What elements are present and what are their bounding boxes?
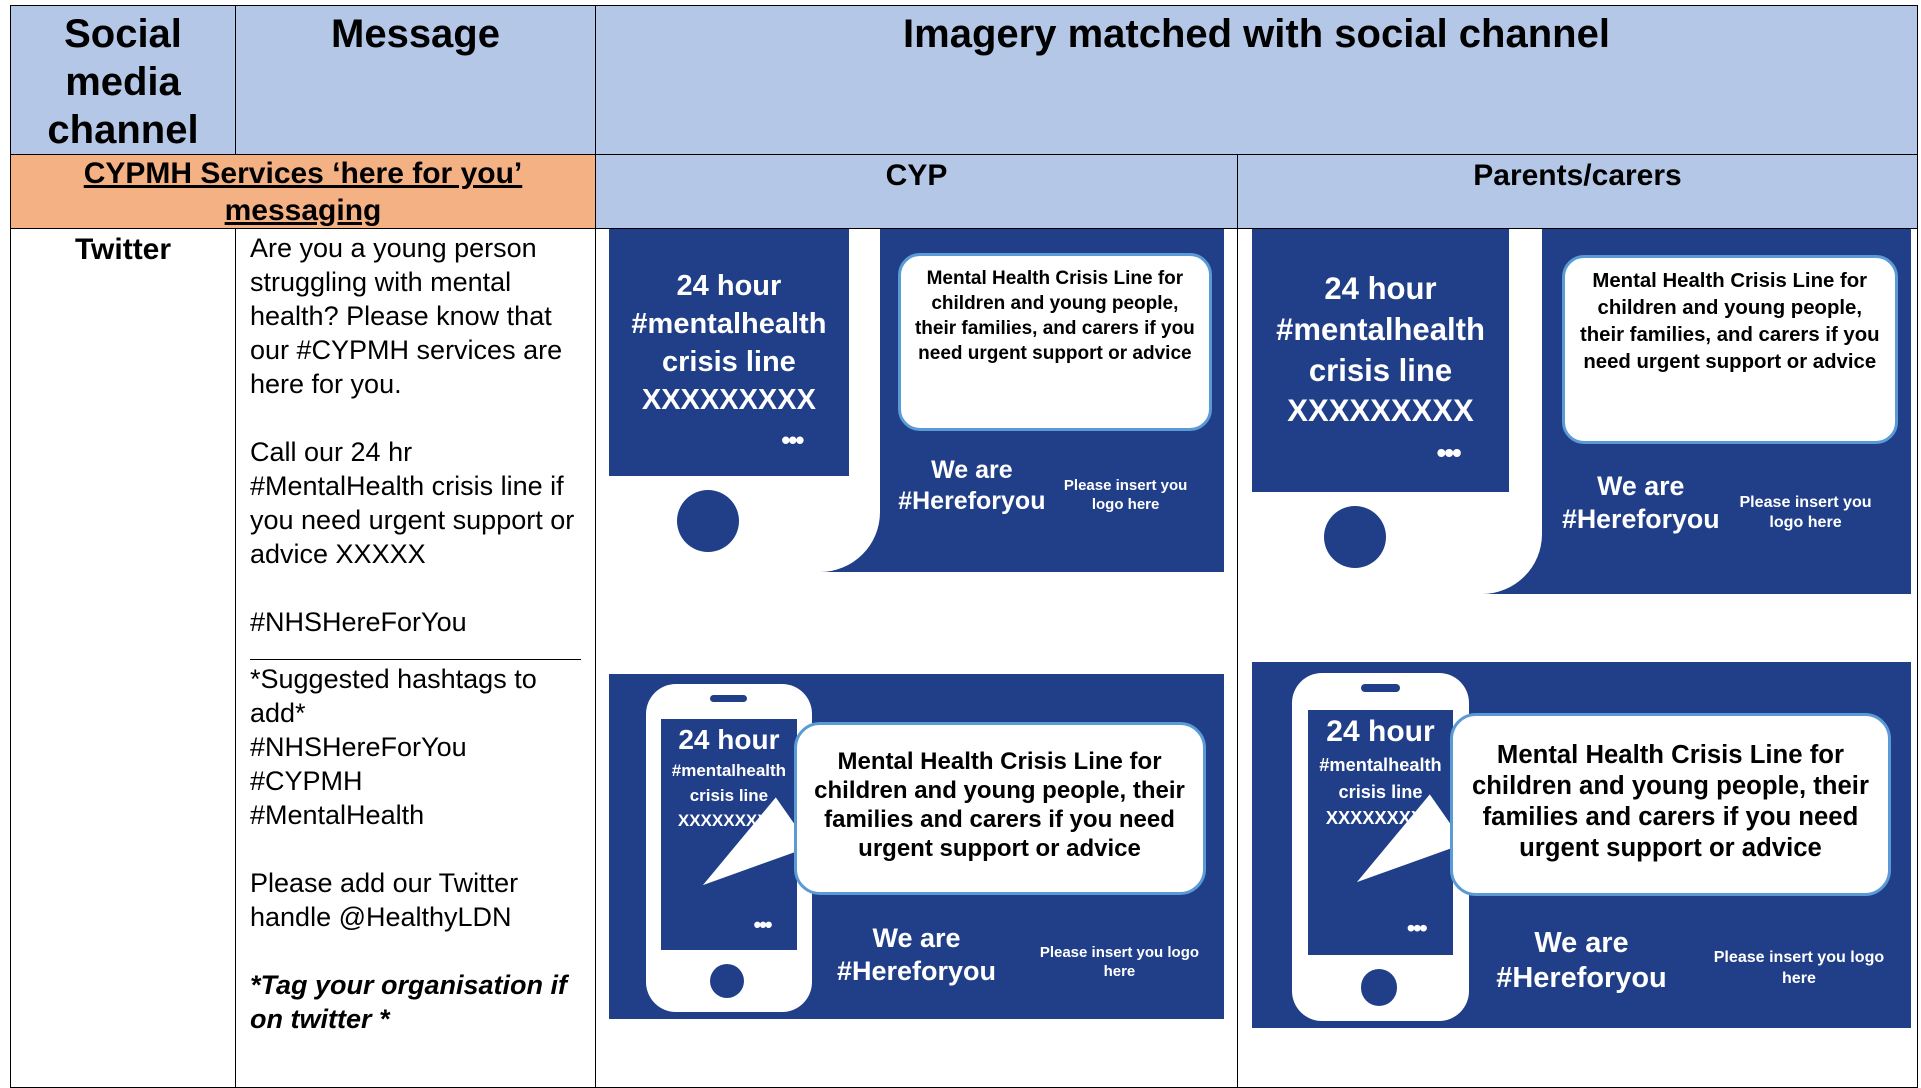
we-are: We are #Hereforyou — [880, 455, 1065, 517]
dots: ••• — [781, 424, 804, 455]
screen-line: 24 hour — [1324, 271, 1437, 307]
screen-line: 24 hour — [676, 269, 782, 302]
we-are: We are #Hereforyou — [1483, 926, 1681, 997]
speaker — [1360, 683, 1401, 692]
we-are-line: We are — [1597, 470, 1685, 501]
speaker — [710, 694, 748, 703]
hereforyou: #Hereforyou — [1561, 504, 1720, 535]
handle: Please add our Twitter handle @HealthyLD… — [250, 868, 519, 932]
we-are-line: We are — [872, 923, 961, 954]
dots: ••• — [1406, 914, 1428, 941]
screen-line: crisis line — [662, 345, 796, 378]
tag-note: *Tag your organisation if on twitter * — [250, 970, 568, 1034]
screen-line: 24 hour — [1326, 715, 1435, 749]
screen-text: 24 hour #mentalhealth crisis line XXXXXXXXX — [661, 722, 796, 833]
paragraph: Call our 24 hr #MentalHealth crisis line… — [250, 437, 575, 569]
section-parents: Parents/carers — [1237, 154, 1918, 229]
section-title: CYPMH Services ‘here for you’ messaging — [10, 154, 596, 229]
header-channel: Social media channel — [10, 5, 236, 155]
screen-line: #mentalhealth — [1319, 754, 1442, 775]
dots: ••• — [1436, 437, 1462, 469]
screen-line: XXXXXXXXX — [1287, 393, 1474, 429]
screen-text: 24 hour #mentalhealth crisis line XXXXXXXXX — [609, 267, 849, 419]
paragraph: #NHSHereForYou — [250, 607, 467, 637]
hereforyou: #Hereforyou — [836, 956, 997, 987]
screen-line: crisis line — [1338, 781, 1423, 802]
phone-screen — [661, 718, 797, 950]
phone-screen — [1252, 229, 1509, 492]
we-are: We are #Hereforyou — [824, 922, 1009, 988]
screen-line: XXXXXXXXX — [677, 811, 780, 831]
screen-line: #mentalhealth — [671, 761, 787, 781]
phone-button — [710, 963, 745, 998]
paragraph: Are you a young person struggling with m… — [250, 233, 563, 399]
bubble: Mental Health Crisis Line for children a… — [1561, 254, 1898, 445]
logo-placeholder: Please insert you logo here — [1063, 476, 1188, 513]
section-cyp: CYP — [595, 154, 1238, 229]
screen-line: XXXXXXXXX — [1325, 808, 1436, 829]
phone-screen — [609, 229, 849, 476]
row-channel: Twitter — [10, 228, 236, 1088]
hereforyou: #Hereforyou — [898, 487, 1046, 516]
graphic: ••• 24 hour #mentalhealth crisis line XXXXXX… — [609, 674, 1224, 1019]
screen-line: #mentalhealth — [1276, 311, 1485, 347]
suggested: #CYPMH — [250, 766, 363, 796]
screen-line: #mentalhealth — [631, 307, 827, 340]
logo-placeholder: Please insert you logo here — [1739, 492, 1872, 532]
graphic: ••• 24 hour #mentalhealth crisis line XXXXXX… — [1252, 229, 1911, 594]
phone-button — [1324, 506, 1387, 569]
we-are: We are #Hereforyou — [1542, 470, 1740, 536]
phone-button — [1360, 969, 1398, 1006]
we-are-line: We are — [1534, 926, 1629, 959]
divider — [250, 659, 581, 660]
suggested: #MentalHealth — [250, 800, 425, 830]
screen-text: 24 hour #mentalhealth crisis line XXXXXXXXX — [1252, 269, 1509, 432]
logo-placeholder: Please insert you logo here — [1039, 944, 1200, 981]
logo-placeholder: Please insert you logo here — [1713, 948, 1885, 987]
bubble: Mental Health Crisis Line for children a… — [793, 722, 1206, 895]
phone-button — [676, 489, 739, 552]
screen-line: 24 hour — [678, 724, 780, 756]
screen-line: crisis line — [1308, 352, 1453, 388]
dots: ••• — [753, 912, 773, 938]
bubble: Mental Health Crisis Line for children a… — [1449, 713, 1892, 897]
screen-line: crisis line — [689, 786, 769, 806]
screen-text: 24 hour #mentalhealth crisis line XXXXXXXXX — [1308, 713, 1453, 832]
graphic: ••• 24 hour #mentalhealth crisis line XXXXXX… — [1252, 662, 1911, 1028]
header-imagery: Imagery matched with social channel — [595, 5, 1918, 155]
header-message: Message — [235, 5, 596, 155]
suggested: #NHSHereForYou — [250, 732, 467, 762]
hereforyou: #Hereforyou — [1496, 961, 1667, 994]
message-cell: Are you a young person struggling with m… — [235, 228, 596, 1088]
suggested: *Suggested hashtags to add* — [250, 664, 537, 728]
phone-screen — [1308, 709, 1453, 955]
bubble: Mental Health Crisis Line for children a… — [898, 253, 1212, 432]
screen-line: XXXXXXXXX — [641, 383, 816, 416]
graphic: ••• 24 hour #mentalhealth crisis line XXXXXX… — [609, 229, 1224, 572]
we-are-line: We are — [931, 456, 1013, 485]
